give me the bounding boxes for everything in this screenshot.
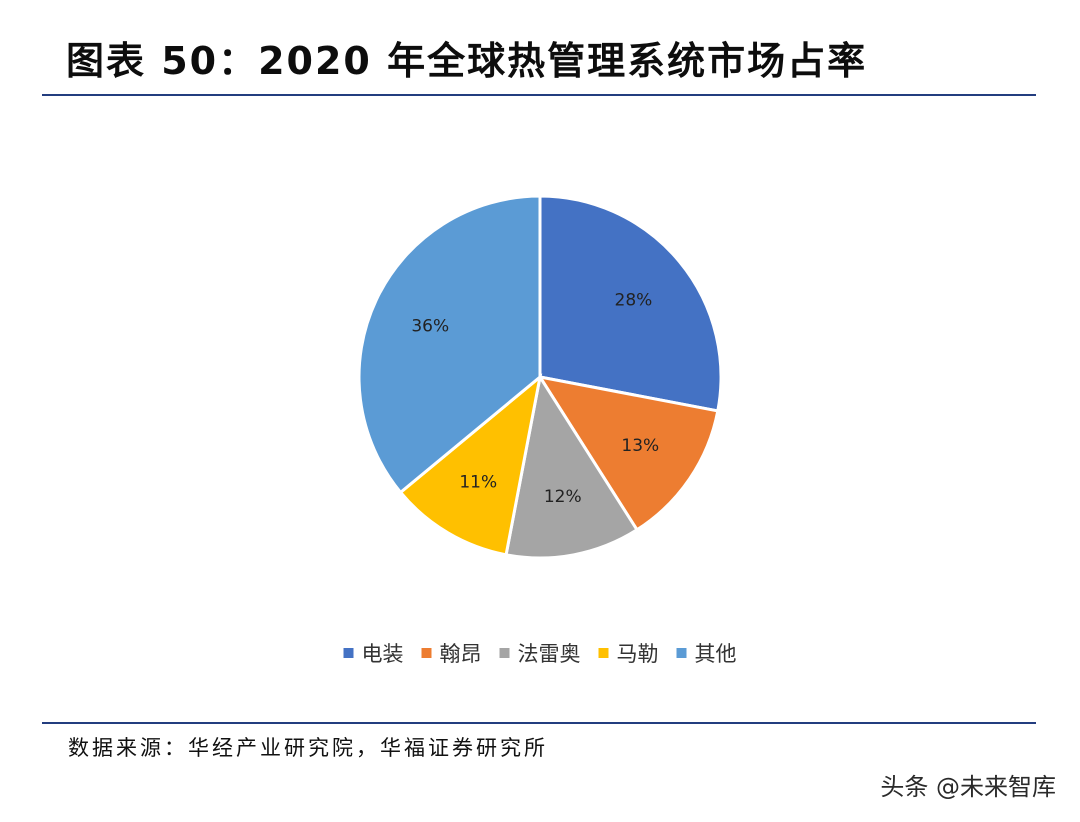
slice-data-label: 36% xyxy=(411,316,449,336)
pie-slice xyxy=(357,194,542,495)
watermark: 头条 @未来智库 xyxy=(880,773,1056,801)
legend-label: 电装 xyxy=(362,642,404,666)
legend-marker xyxy=(499,648,510,658)
legend-label: 马勒 xyxy=(617,642,659,666)
legend-marker xyxy=(598,648,609,658)
legend-label: 法雷奥 xyxy=(518,642,581,666)
data-source: 数据来源：华经产业研究院，华福证券研究所 xyxy=(68,736,548,760)
slice-data-label: 28% xyxy=(615,291,653,311)
pie-slice xyxy=(398,373,543,557)
slice-data-label: 12% xyxy=(544,487,582,507)
footer-divider xyxy=(42,722,1036,724)
pie-slice xyxy=(538,194,723,413)
legend-label: 其他 xyxy=(695,642,737,666)
pie-slice xyxy=(536,374,720,532)
chart-title: 图表 50：2020 年全球热管理系统市场占率 xyxy=(66,39,868,83)
title-divider xyxy=(42,94,1036,96)
legend-label: 翰昂 xyxy=(440,642,482,666)
legend-marker xyxy=(421,648,432,658)
slice-data-label: 13% xyxy=(621,436,659,456)
legend-marker xyxy=(343,648,354,658)
slice-data-label: 11% xyxy=(459,472,497,492)
pie-slice xyxy=(504,372,640,560)
legend-marker xyxy=(676,648,687,658)
